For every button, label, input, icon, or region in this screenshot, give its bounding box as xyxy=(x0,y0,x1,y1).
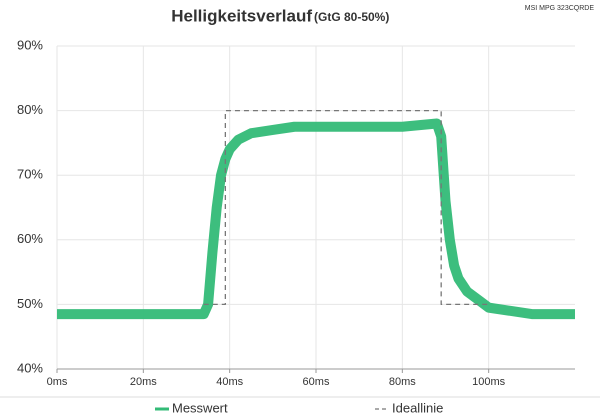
legend-label: Messwert xyxy=(172,400,228,415)
y-tick-label: 50% xyxy=(17,296,43,311)
chart-title: Helligkeitsverlauf xyxy=(171,6,312,25)
x-tick-label: 80ms xyxy=(389,376,416,388)
measured-line xyxy=(57,118,575,320)
x-tick-label: 40ms xyxy=(216,376,243,388)
ideal-line xyxy=(203,109,489,306)
y-tick-label: 70% xyxy=(17,167,43,182)
y-tick-label: 90% xyxy=(17,37,43,52)
x-tick-label: 0ms xyxy=(47,376,68,388)
x-tick-label: 20ms xyxy=(130,376,157,388)
x-tick-label: 60ms xyxy=(303,376,330,388)
chart-subtitle: (GtG 80-50%) xyxy=(314,10,389,24)
annotation: MSI MPG 323CQRDE xyxy=(525,5,595,12)
x-tick-label: 100ms xyxy=(472,376,506,388)
legend-label: Ideallinie xyxy=(392,400,443,415)
y-tick-label: 40% xyxy=(17,360,43,375)
y-tick-label: 60% xyxy=(17,231,43,246)
y-tick-label: 80% xyxy=(17,102,43,117)
